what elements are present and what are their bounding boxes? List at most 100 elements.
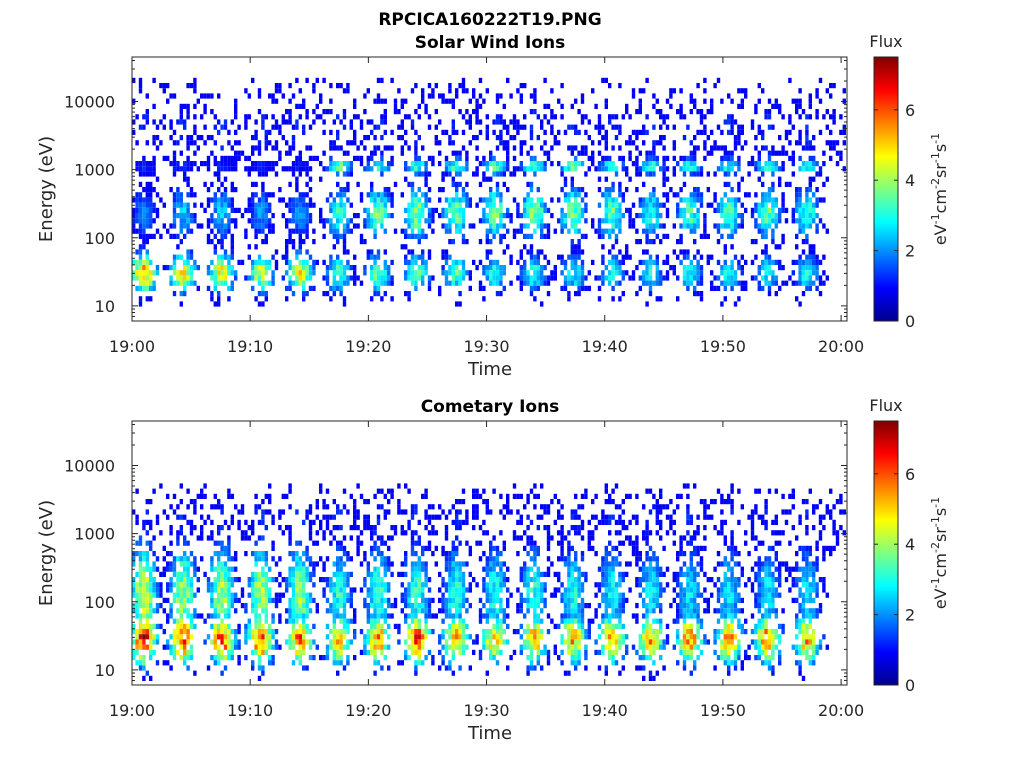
spectrogram-cell	[376, 629, 381, 635]
spectrogram-cell	[397, 629, 401, 635]
spectrogram-cell	[543, 129, 547, 135]
spectrogram-cell	[662, 145, 666, 151]
spectrogram-cell	[135, 197, 139, 203]
spectrogram-cell	[815, 259, 819, 265]
spectrogram-cell	[594, 124, 598, 130]
spectrogram-cell	[808, 98, 812, 104]
spectrogram-cell	[142, 525, 146, 531]
spectrogram-cell	[414, 259, 418, 265]
spectrogram-cell	[444, 530, 449, 536]
spectrogram-cell	[455, 265, 459, 271]
spectrogram-cell	[363, 525, 367, 531]
spectrogram-cell	[261, 285, 265, 291]
spectrogram-cell	[733, 254, 738, 260]
spectrogram-cell	[159, 483, 163, 489]
spectrogram-cell	[414, 660, 418, 666]
spectrogram-cell	[189, 597, 194, 603]
spectrogram-cell	[458, 665, 462, 671]
spectrogram-cell	[186, 135, 190, 141]
spectrogram-cell	[220, 634, 224, 640]
spectrogram-cell	[696, 187, 700, 193]
spectrogram-cell	[189, 499, 194, 505]
spectrogram-cell	[268, 265, 272, 271]
spectrogram-cell	[308, 530, 313, 536]
spectrogram-cell	[529, 285, 534, 291]
spectrogram-cell	[492, 259, 496, 265]
spectrogram-cell	[461, 587, 466, 593]
spectrogram-cell	[220, 145, 224, 151]
spectrogram-cell	[733, 119, 738, 125]
spectrogram-cell	[145, 556, 149, 562]
spectrogram-cell	[322, 530, 326, 536]
spectrogram-cell	[329, 155, 333, 161]
spectrogram-cell	[227, 608, 231, 614]
spectrogram-cell	[431, 613, 435, 619]
spectrogram-cell	[336, 540, 340, 546]
spectrogram-cell	[135, 613, 139, 619]
spectrogram-cell	[832, 83, 836, 89]
spectrogram-cell	[261, 124, 265, 130]
spectrogram-cell	[295, 155, 299, 161]
spectrogram-cell	[278, 150, 282, 156]
spectrogram-cell	[597, 228, 602, 234]
spectrogram-cell	[179, 109, 183, 115]
spectrogram-cell	[492, 202, 496, 208]
spectrogram-cell	[210, 587, 214, 593]
spectrogram-cell	[529, 213, 534, 219]
spectrogram-cell	[319, 556, 323, 562]
spectrogram-cell	[336, 259, 340, 265]
spectrogram-cell	[359, 197, 364, 203]
spectrogram-cell	[257, 275, 262, 281]
spectrogram-cell	[597, 233, 602, 239]
spectrogram-cell	[648, 228, 653, 234]
spectrogram-cell	[332, 613, 336, 619]
spectrogram-cell	[455, 629, 459, 635]
spectrogram-cell	[465, 161, 469, 167]
spectrogram-cell	[495, 145, 500, 151]
spectrogram-cell	[336, 129, 340, 135]
spectrogram-cell	[410, 223, 415, 229]
spectrogram-cell	[560, 171, 564, 177]
spectrogram-cell	[189, 265, 194, 271]
spectrogram-cell	[217, 571, 221, 577]
spectrogram-cell	[689, 197, 693, 203]
spectrogram-cell	[676, 275, 680, 281]
spectrogram-cell	[149, 499, 153, 505]
spectrogram-cell	[346, 577, 350, 583]
spectrogram-cell	[682, 181, 687, 187]
spectrogram-cell	[162, 608, 166, 614]
spectrogram-cell	[482, 265, 486, 271]
spectrogram-cell	[703, 77, 707, 83]
spectrogram-cell	[244, 519, 248, 525]
spectrogram-cell	[227, 551, 231, 557]
spectrogram-cell	[461, 618, 466, 624]
spectrogram-cell	[230, 285, 234, 291]
spectrogram-cell	[315, 530, 319, 536]
spectrogram-cell	[302, 592, 306, 598]
spectrogram-cell	[179, 634, 183, 640]
spectrogram-cell	[580, 280, 585, 286]
spectrogram-cell	[652, 93, 656, 99]
spectrogram-cell	[570, 161, 574, 167]
spectrogram-cell	[424, 618, 428, 624]
spectrogram-cell	[152, 161, 156, 167]
spectrogram-cell	[346, 161, 350, 167]
spectrogram-cell	[220, 228, 224, 234]
spectrogram-cell	[489, 213, 493, 219]
spectrogram-cell	[723, 259, 727, 265]
spectrogram-cell	[227, 525, 231, 531]
spectrogram-cell	[336, 145, 340, 151]
spectrogram-cell	[407, 223, 411, 229]
spectrogram-cell	[268, 93, 272, 99]
spectrogram-cell	[342, 665, 347, 671]
spectrogram-cell	[499, 233, 503, 239]
spectrogram-cell	[659, 114, 663, 120]
spectrogram-cell	[468, 119, 472, 125]
spectrogram-cell	[414, 509, 418, 515]
spectrogram-cell	[774, 197, 778, 203]
spectrogram-cell	[642, 270, 646, 276]
spectrogram-cell	[842, 124, 846, 130]
spectrogram-cell	[512, 197, 517, 203]
spectrogram-cell	[339, 603, 343, 609]
spectrogram-cell	[200, 114, 204, 120]
